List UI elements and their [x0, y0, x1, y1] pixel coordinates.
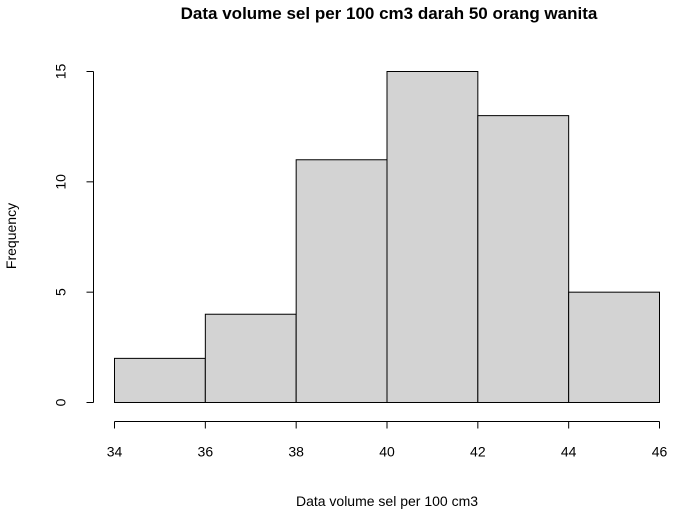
- chart-title: Data volume sel per 100 cm3 darah 50 ora…: [181, 4, 598, 23]
- y-axis: 0 5 10 15: [53, 64, 94, 406]
- histogram-bar-44-46: [568, 291, 661, 403]
- x-tick-label: 44: [561, 444, 577, 460]
- x-tick-label: 36: [198, 444, 214, 460]
- y-tick-label: 0: [53, 398, 69, 406]
- y-tick-label: 10: [53, 174, 69, 190]
- bars-group: [114, 71, 661, 404]
- x-tick-label: 42: [470, 444, 486, 460]
- histogram-bar-40-42: [386, 71, 479, 403]
- y-axis-label: Frequency: [3, 203, 19, 269]
- x-tick-label: 46: [652, 444, 668, 460]
- y-tick-label: 5: [53, 288, 69, 296]
- histogram-bar-42-44: [477, 115, 570, 403]
- x-axis: 34 36 38 40 42 44 46: [107, 421, 668, 460]
- x-tick-label: 34: [107, 444, 123, 460]
- histogram-bar-34-36: [114, 357, 206, 404]
- y-tick-label: 15: [53, 64, 69, 80]
- histogram-bar-36-38: [204, 313, 297, 404]
- x-tick-label: 40: [379, 444, 395, 460]
- histogram-bar-38-40: [295, 159, 388, 403]
- x-axis-label: Data volume sel per 100 cm3: [296, 493, 478, 509]
- x-tick-label: 38: [288, 444, 304, 460]
